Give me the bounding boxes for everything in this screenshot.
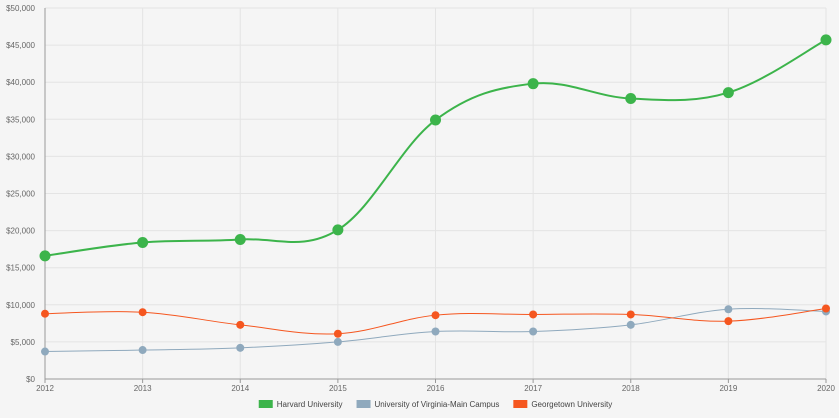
axes: $0 $5,000 $10,000 $15,000 $20,000 $25,000 $30,… xyxy=(6,4,835,393)
legend: Harvard University University of Virginia… xyxy=(258,400,612,409)
data-point[interactable] xyxy=(236,320,245,329)
data-point[interactable] xyxy=(333,329,342,338)
data-point[interactable] xyxy=(332,224,344,236)
legend-item[interactable]: University of Virginia-Main Campus xyxy=(356,400,500,409)
y-tick-label: $40,000 xyxy=(6,78,35,87)
data-point[interactable] xyxy=(138,308,147,317)
y-tick-label: $15,000 xyxy=(6,264,35,273)
data-point[interactable] xyxy=(527,78,539,90)
data-point[interactable] xyxy=(724,305,733,314)
legend-label: University of Virginia-Main Campus xyxy=(375,400,500,409)
data-point[interactable] xyxy=(822,304,830,313)
data-point[interactable] xyxy=(137,236,149,248)
y-tick-label: $10,000 xyxy=(6,301,35,310)
data-point[interactable] xyxy=(529,327,538,336)
data-point[interactable] xyxy=(626,310,635,319)
data-point[interactable] xyxy=(820,34,832,46)
data-point[interactable] xyxy=(138,346,147,355)
x-tick-label: 2014 xyxy=(231,384,249,393)
data-point[interactable] xyxy=(41,347,49,356)
y-tick-label: $20,000 xyxy=(6,227,35,236)
data-point[interactable] xyxy=(41,309,49,318)
data-point[interactable] xyxy=(529,310,538,319)
y-tick-label: $0 xyxy=(26,375,35,384)
x-tick-label: 2020 xyxy=(817,384,835,393)
data-point[interactable] xyxy=(430,114,441,126)
data-point[interactable] xyxy=(625,93,637,105)
y-tick-label: $45,000 xyxy=(6,41,35,50)
data-point[interactable] xyxy=(236,343,245,352)
data-point[interactable] xyxy=(431,327,440,336)
data-point[interactable] xyxy=(234,234,246,246)
data-point[interactable] xyxy=(431,311,440,320)
y-tick-label: $35,000 xyxy=(6,115,35,124)
legend-item[interactable]: Georgetown University xyxy=(513,400,612,409)
x-tick-label: 2016 xyxy=(427,384,445,393)
x-tick-label: 2017 xyxy=(524,384,542,393)
legend-label: Georgetown University xyxy=(531,400,612,409)
legend-item[interactable]: Harvard University xyxy=(258,400,343,409)
x-tick-label: 2013 xyxy=(134,384,152,393)
data-point[interactable] xyxy=(626,320,635,329)
y-tick-label: $25,000 xyxy=(6,190,35,199)
legend-swatch xyxy=(513,400,528,408)
x-tick-label: 2012 xyxy=(36,384,54,393)
legend-swatch xyxy=(258,400,273,408)
x-tick-label: 2019 xyxy=(719,384,737,393)
y-tick-label: $30,000 xyxy=(6,152,35,161)
y-tick-label: $5,000 xyxy=(11,338,36,347)
legend-label: Harvard University xyxy=(277,400,343,409)
x-tick-label: 2018 xyxy=(622,384,640,393)
x-tick-label: 2015 xyxy=(329,384,347,393)
data-points xyxy=(39,34,832,356)
data-point[interactable] xyxy=(333,337,342,346)
grid xyxy=(44,7,827,379)
data-point[interactable] xyxy=(724,317,733,326)
data-point[interactable] xyxy=(39,250,51,262)
legend-swatch xyxy=(356,400,371,408)
y-tick-label: $50,000 xyxy=(6,4,35,13)
data-point[interactable] xyxy=(722,87,734,99)
